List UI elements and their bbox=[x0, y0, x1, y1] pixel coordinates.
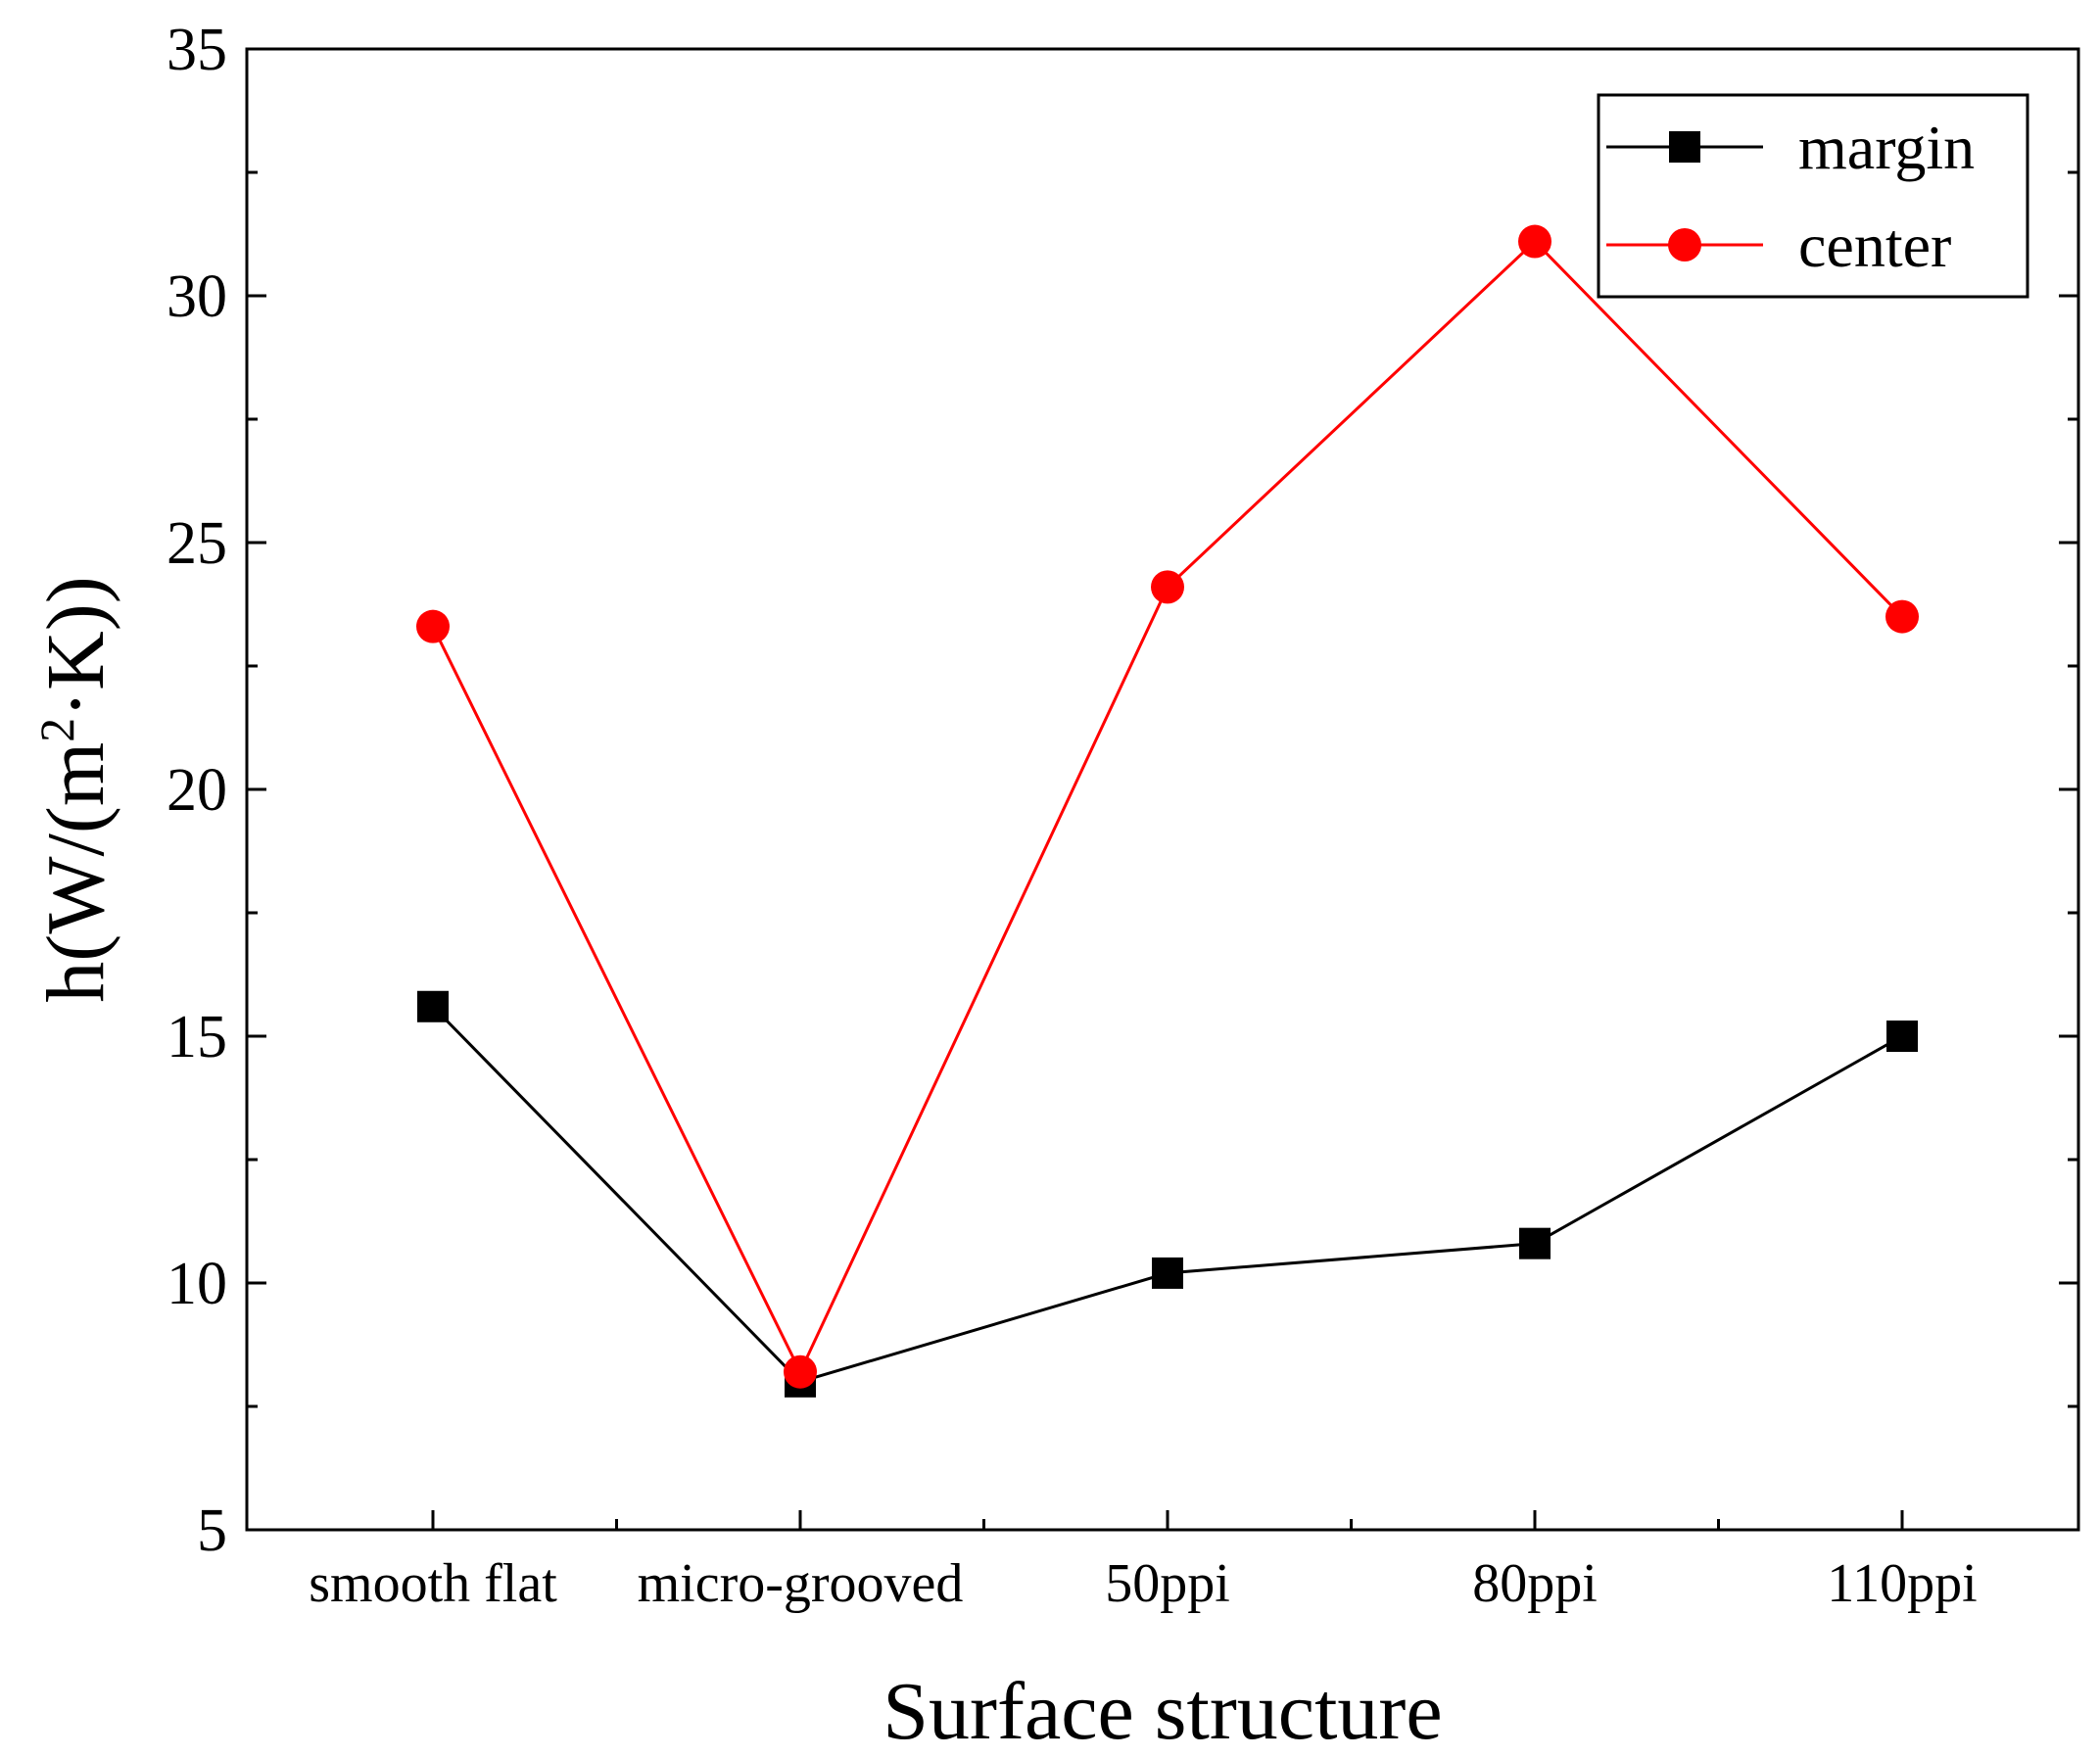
legend: margin center bbox=[1597, 93, 2029, 299]
legend-marker-margin bbox=[1669, 131, 1700, 163]
x-tick-label: smooth flat bbox=[309, 1553, 557, 1614]
x-axis: smooth flat micro-grooved 50ppi 80ppi 110ppi bbox=[309, 1510, 1978, 1614]
point-center bbox=[784, 1354, 817, 1389]
x-tick-label: 110ppi bbox=[1827, 1553, 1977, 1614]
y-axis-title: h(W/(m2·K)) bbox=[29, 576, 121, 1003]
y-tick-label: 30 bbox=[167, 263, 227, 330]
point-center bbox=[416, 609, 450, 643]
legend-label-center: center bbox=[1798, 211, 1951, 280]
legend-entry-margin: margin bbox=[1606, 113, 1975, 182]
series-line-center bbox=[431, 239, 1904, 1376]
point-center bbox=[1518, 224, 1551, 259]
point-center bbox=[1151, 570, 1184, 604]
series-layer bbox=[416, 224, 1919, 1398]
y-axis-title-base: h(W/(m bbox=[30, 742, 121, 1003]
series-line-margin bbox=[431, 1005, 1903, 1384]
y-axis: 5 10 15 20 25 30 35 bbox=[167, 17, 2078, 1564]
point-margin bbox=[1886, 1021, 1918, 1052]
point-margin bbox=[1519, 1227, 1551, 1259]
point-margin bbox=[1152, 1257, 1183, 1289]
point-center bbox=[1885, 599, 1919, 634]
y-tick-label: 5 bbox=[197, 1497, 227, 1564]
point-margin bbox=[417, 990, 449, 1022]
y-tick-label: 10 bbox=[167, 1251, 227, 1317]
legend-label-margin: margin bbox=[1798, 113, 1975, 182]
x-tick-label: micro-grooved bbox=[638, 1553, 964, 1614]
series-margin bbox=[417, 990, 1918, 1398]
y-axis-title-tail: ·K)) bbox=[30, 576, 121, 718]
y-tick-label: 15 bbox=[167, 1004, 227, 1070]
x-tick-label: 50ppi bbox=[1105, 1553, 1230, 1614]
y-tick-label: 25 bbox=[167, 510, 227, 577]
legend-marker-center bbox=[1668, 228, 1701, 261]
legend-entries: margin center bbox=[1606, 113, 1975, 280]
legend-entry-center: center bbox=[1606, 211, 1951, 280]
legend-box bbox=[1597, 93, 2029, 299]
series-center bbox=[416, 224, 1919, 1389]
y-tick-label: 35 bbox=[167, 17, 227, 83]
y-tick-label: 20 bbox=[167, 757, 227, 824]
x-axis-title: Surface structure bbox=[883, 1666, 1442, 1757]
y-axis-title-superscript: 2 bbox=[29, 718, 84, 742]
x-tick-label: 80ppi bbox=[1472, 1553, 1598, 1614]
